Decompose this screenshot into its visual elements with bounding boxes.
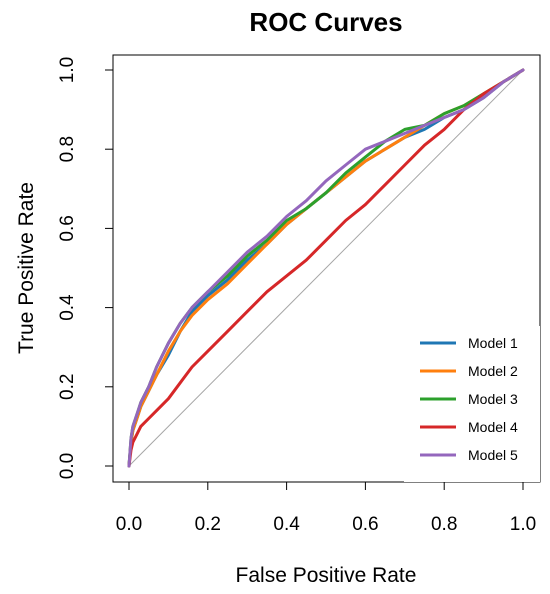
y-tick-label: 0.2 — [57, 374, 78, 400]
y-axis: 0.0 0.2 0.4 0.6 0.8 1.0 — [57, 57, 114, 479]
x-tick-label: 0.6 — [352, 514, 378, 535]
x-tick-label: 1.0 — [510, 514, 536, 535]
x-axis: 0.0 0.2 0.4 0.6 0.8 1.0 — [116, 481, 536, 535]
series-line-model-4 — [127, 68, 525, 468]
y-tick-label: 0.6 — [57, 215, 78, 241]
legend-label: Model 3 — [468, 391, 518, 407]
series-line-model-5 — [127, 68, 525, 468]
diagonal-reference-line — [128, 69, 524, 467]
legend-label: Model 2 — [468, 363, 518, 379]
x-tick-label: 0.8 — [431, 514, 457, 535]
y-axis-title: True Positive Rate — [15, 182, 38, 354]
legend-label: Model 4 — [468, 419, 518, 435]
chart-title: ROC Curves — [249, 7, 402, 37]
y-tick-label: 0.4 — [57, 294, 78, 321]
series-layer — [127, 68, 525, 468]
y-tick-label: 0.8 — [57, 136, 78, 162]
x-tick-label: 0.4 — [273, 514, 300, 535]
y-tick-label: 0.0 — [57, 453, 78, 479]
legend-label: Model 1 — [468, 335, 518, 351]
y-tick-label: 1.0 — [57, 57, 78, 83]
legend-label: Model 5 — [468, 447, 518, 463]
x-tick-label: 0.2 — [195, 514, 221, 535]
x-tick-label: 0.0 — [116, 514, 142, 535]
legend: Model 1 Model 2 Model 3 Model 4 Model 5 — [404, 326, 540, 482]
x-axis-title: False Positive Rate — [236, 564, 417, 587]
